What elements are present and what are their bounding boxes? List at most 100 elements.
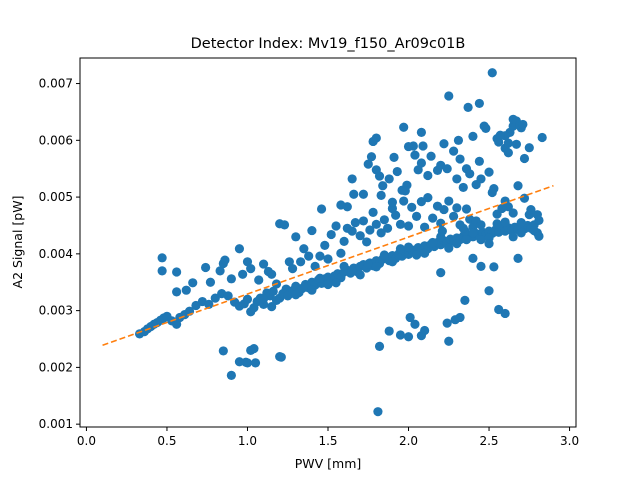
data-point (315, 273, 325, 283)
data-point (223, 291, 233, 301)
x-tick-label: 0.0 (77, 434, 96, 448)
data-point (423, 170, 433, 181)
data-point (458, 223, 468, 233)
data-point (172, 287, 182, 297)
data-point (474, 156, 484, 166)
data-point (242, 294, 253, 304)
x-tick-label: 3.0 (560, 434, 579, 448)
data-point (218, 346, 228, 356)
data-point (416, 158, 427, 168)
data-point (492, 219, 502, 229)
fit-line-group (102, 184, 554, 347)
data-point (373, 407, 383, 417)
data-point (363, 159, 373, 169)
data-point (439, 139, 449, 149)
data-point (463, 102, 473, 112)
x-tick-label: 1.0 (238, 434, 257, 448)
data-point (376, 190, 386, 200)
data-point (479, 121, 489, 131)
data-point (474, 98, 484, 109)
data-point (442, 164, 452, 174)
data-point (276, 352, 286, 362)
data-point (513, 181, 523, 191)
data-point (461, 235, 472, 245)
data-point (157, 266, 167, 276)
data-point (234, 244, 245, 254)
data-point (204, 299, 214, 309)
y-tick-label: 0.003 (39, 304, 73, 318)
data-point (347, 226, 357, 236)
data-point (250, 358, 261, 368)
data-point (181, 285, 191, 295)
data-point (534, 231, 544, 241)
x-axis-ticks: 0.0 0.5 1.0 1.5 2.0 2.5 3.0 (77, 427, 579, 448)
data-point (238, 269, 248, 279)
data-point (411, 250, 422, 260)
data-point (374, 171, 385, 181)
data-point (455, 154, 465, 164)
x-axis-label: PWV [mm] (295, 456, 362, 471)
data-point (428, 237, 438, 248)
data-point (215, 266, 225, 276)
data-point (468, 228, 478, 238)
data-point (410, 319, 420, 329)
data-point (484, 167, 494, 177)
data-point (405, 312, 415, 323)
data-point (395, 219, 406, 229)
data-point (384, 174, 394, 184)
data-point (399, 196, 409, 206)
data-point (410, 150, 420, 160)
data-point (389, 152, 399, 162)
data-point (366, 152, 377, 162)
data-point (476, 220, 486, 230)
data-point (378, 181, 388, 191)
y-tick-label: 0.005 (39, 190, 73, 204)
data-point (399, 122, 409, 132)
data-point (355, 270, 365, 280)
data-point (258, 259, 269, 269)
data-point (365, 225, 375, 235)
data-point (461, 204, 472, 214)
data-point (468, 131, 478, 141)
data-point (172, 267, 182, 277)
data-point (268, 286, 278, 296)
y-tick-label: 0.001 (39, 417, 73, 431)
data-point (291, 290, 301, 300)
data-point (320, 240, 330, 250)
data-point (339, 236, 349, 246)
x-tick-label: 2.5 (479, 434, 498, 448)
data-point (363, 259, 373, 269)
data-point (453, 135, 464, 145)
data-point (449, 146, 459, 156)
data-point (307, 285, 317, 295)
data-point (413, 165, 423, 175)
data-point (201, 262, 211, 273)
data-point (358, 216, 369, 226)
data-point (391, 210, 401, 220)
data-point (291, 232, 301, 242)
data-points (134, 68, 547, 417)
data-point (307, 225, 317, 236)
data-point (444, 243, 454, 253)
x-tick-label: 2.0 (399, 434, 418, 448)
data-point (497, 203, 507, 214)
data-point (347, 266, 357, 277)
data-point (524, 143, 534, 153)
data-point (172, 319, 182, 329)
data-point (358, 189, 369, 199)
data-point (395, 244, 406, 254)
data-point (526, 204, 536, 215)
data-point (403, 221, 414, 231)
data-point (513, 253, 523, 263)
data-point (532, 210, 542, 220)
data-point (511, 139, 522, 149)
data-point (299, 244, 309, 254)
data-point (249, 344, 259, 354)
data-point (287, 264, 298, 274)
data-point (379, 215, 389, 225)
data-point (323, 254, 333, 264)
data-point (420, 222, 430, 232)
data-point (423, 193, 433, 203)
